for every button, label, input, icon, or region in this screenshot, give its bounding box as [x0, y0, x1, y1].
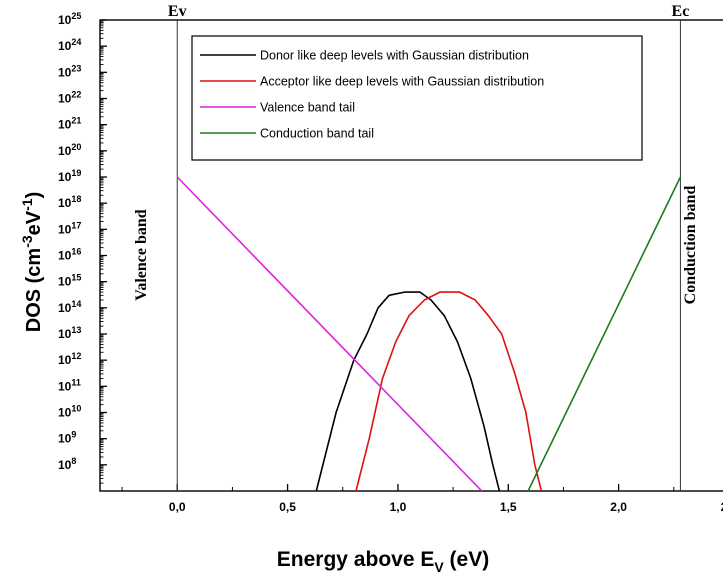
y-tick-label: 1012 — [58, 351, 81, 367]
x-axis-title: Energy above EV (eV) — [277, 548, 489, 575]
series-line — [527, 176, 682, 491]
y-tick-label: 1017 — [58, 220, 81, 236]
y-tick-label: 1018 — [58, 194, 81, 210]
axes-layer: 0,0 0,5 1,0 1,5 2,0 2,5 108 109 1010 1011 1012 1013… — [58, 11, 723, 514]
band-edge-label: Ev — [168, 3, 187, 20]
vertical-marker-layer: Ev Ec — [168, 3, 689, 491]
x-tick-label: 2,5 — [721, 500, 723, 514]
legend: Donor like deep levels with Gaussian dis… — [191, 35, 643, 161]
x-tick-label: 2,0 — [610, 500, 627, 514]
series-line — [355, 291, 543, 491]
x-tick-label: 0,5 — [279, 500, 296, 514]
y-tick-label: 1024 — [58, 37, 81, 53]
band-edge-label: Ec — [672, 3, 690, 20]
y-tick-label: 1020 — [58, 142, 81, 158]
valence-band-label: Valence band — [133, 209, 150, 301]
y-tick-label: 1022 — [58, 90, 81, 106]
y-tick-label: 1016 — [58, 247, 81, 263]
y-tick-label: 108 — [58, 456, 76, 472]
y-tick-label: 109 — [58, 430, 76, 446]
y-tick-label: 1010 — [58, 404, 81, 420]
x-tick-label: 1,5 — [500, 500, 517, 514]
series-line — [176, 176, 483, 491]
y-tick-label: 1023 — [58, 63, 81, 79]
y-tick-label: 1011 — [58, 377, 81, 393]
legend-label: Donor like deep levels with Gaussian dis… — [260, 49, 529, 63]
y-axis-title: DOS (cm-3eV-1) — [19, 192, 45, 333]
x-tick-label: 1,0 — [390, 500, 407, 514]
y-tick-label: 1021 — [58, 116, 81, 132]
y-tick-label: 1015 — [58, 273, 81, 289]
series-layer — [176, 176, 682, 491]
y-tick-label: 1019 — [58, 168, 81, 184]
y-tick-label: 1014 — [58, 299, 81, 315]
legend-box — [191, 35, 643, 161]
conduction-band-label: Conduction band — [682, 186, 699, 305]
legend-label: Conduction band tail — [260, 127, 374, 141]
legend-label: Valence band tail — [260, 101, 355, 115]
legend-label: Acceptor like deep levels with Gaussian … — [260, 75, 544, 89]
series-line — [315, 291, 501, 491]
x-tick-label: 0,0 — [169, 500, 186, 514]
y-tick-label: 1013 — [58, 325, 81, 341]
y-tick-label: 1025 — [58, 11, 81, 27]
